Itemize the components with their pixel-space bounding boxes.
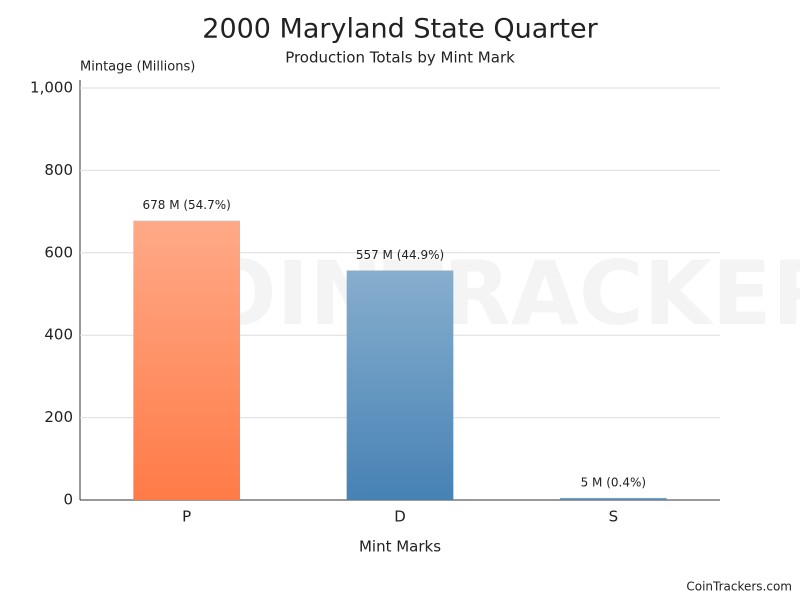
x-tick-label: S [609,508,619,526]
y-tick-label: 600 [44,243,73,261]
bar [346,270,454,500]
watermark: COINTRACKERS [137,242,800,345]
x-axis-label: Mint Marks [359,538,441,556]
bar [133,220,240,500]
credit: CoinTrackers.com [686,580,792,594]
y-tick-label: 1,000 [30,79,73,97]
value-label: 678 M (54.7%) [142,198,230,212]
x-tick-label: D [394,508,406,526]
y-tick-label: 0 [63,491,73,509]
y-tick-label: 800 [44,161,73,179]
y-tick-label: 400 [44,326,73,344]
chart-subtitle: Production Totals by Mint Mark [285,49,515,67]
chart-title: 2000 Maryland State Quarter [202,14,598,45]
y-tick-label: 200 [44,408,73,426]
x-tick-label: P [182,508,191,526]
value-label: 557 M (44.9%) [356,248,444,262]
y-axis-label: Mintage (Millions) [80,60,195,75]
bar [560,497,667,500]
value-label: 5 M (0.4%) [581,475,646,489]
